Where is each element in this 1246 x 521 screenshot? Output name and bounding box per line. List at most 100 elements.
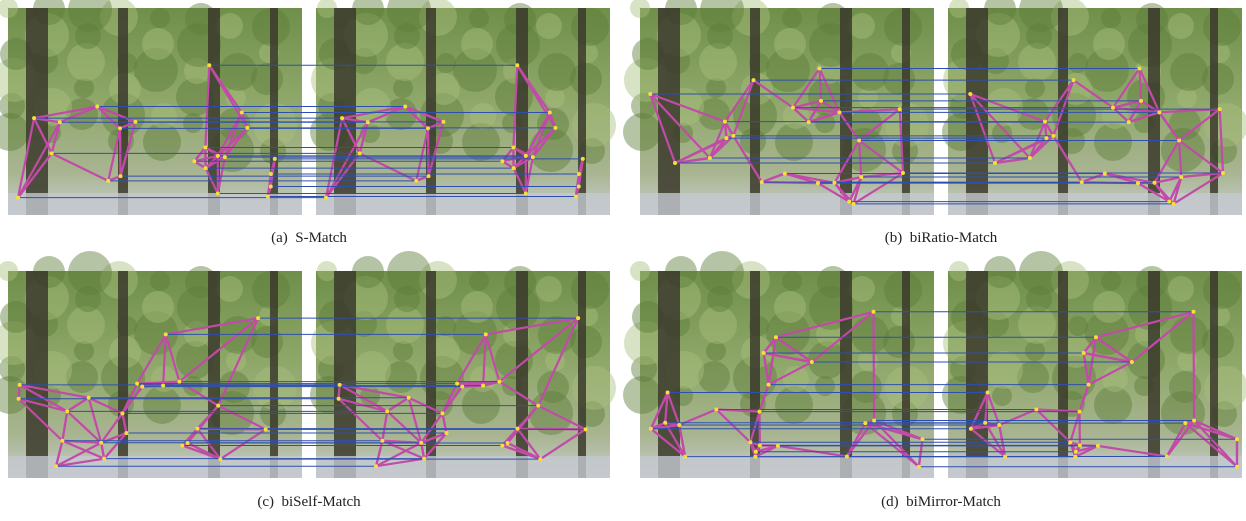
- foliage: [850, 371, 882, 403]
- caption: (a) S-Match: [8, 230, 610, 247]
- keypoint: [266, 194, 270, 198]
- foliage: [849, 276, 875, 302]
- keypoint: [1071, 78, 1075, 82]
- panel-caption: biSelf-Match: [282, 494, 361, 510]
- keypoint: [440, 411, 444, 415]
- keypoint: [207, 63, 211, 67]
- panel-image: [623, 251, 1246, 478]
- foliage: [571, 271, 609, 309]
- keypoint: [758, 410, 762, 414]
- keypoint: [324, 196, 328, 200]
- keypoint: [1165, 454, 1169, 458]
- foliage: [538, 53, 576, 91]
- keypoint: [898, 107, 902, 111]
- foliage: [851, 53, 889, 91]
- keypoint: [577, 185, 581, 189]
- keypoint: [577, 172, 581, 176]
- keypoint: [218, 457, 222, 461]
- keypoint: [776, 444, 780, 448]
- keypoint: [810, 360, 814, 364]
- keypoint: [338, 383, 342, 387]
- ground: [640, 456, 934, 478]
- keypoint: [422, 457, 426, 461]
- keypoint: [1028, 156, 1032, 160]
- foliage: [700, 251, 744, 295]
- edge: [873, 312, 874, 421]
- keypoint: [783, 171, 787, 175]
- panel-label: (d): [881, 494, 899, 510]
- keypoint: [216, 192, 220, 196]
- keypoint: [845, 454, 849, 458]
- keypoint: [1074, 450, 1078, 454]
- keypoint: [269, 172, 273, 176]
- keypoint: [584, 427, 588, 431]
- keypoint: [574, 194, 578, 198]
- ground: [8, 193, 302, 215]
- keypoint: [500, 159, 504, 163]
- keypoint: [1191, 310, 1195, 314]
- keypoint: [673, 161, 677, 165]
- keypoint: [511, 145, 515, 149]
- keypoint: [161, 384, 165, 388]
- keypoint: [819, 99, 823, 103]
- keypoint: [754, 450, 758, 454]
- keypoint: [723, 120, 727, 124]
- foliage: [985, 351, 1023, 389]
- keypoint: [863, 421, 867, 425]
- keypoint: [1130, 360, 1134, 364]
- foliage: [1025, 78, 1045, 98]
- foliage: [1068, 53, 1088, 73]
- foliage: [1093, 291, 1125, 323]
- keypoint: [1192, 418, 1196, 422]
- keypoint: [807, 120, 811, 124]
- keypoint: [380, 439, 384, 443]
- keypoint: [1138, 66, 1142, 70]
- foliage: [217, 13, 243, 39]
- keypoint: [1172, 202, 1176, 206]
- foliage: [352, 256, 384, 288]
- keypoint: [340, 116, 344, 120]
- keypoint: [403, 105, 407, 109]
- keypoint: [1218, 107, 1222, 111]
- keypoint: [506, 441, 510, 445]
- foliage: [74, 341, 94, 361]
- keypoint: [1096, 444, 1100, 448]
- keypoint: [256, 316, 260, 320]
- trunk: [902, 8, 910, 215]
- keypoint: [87, 396, 91, 400]
- keypoint: [1167, 200, 1171, 204]
- keypoint: [816, 181, 820, 185]
- keypoint: [500, 443, 504, 447]
- foliage: [68, 251, 112, 295]
- caption: (c) biSelf-Match: [8, 494, 610, 511]
- foliage: [851, 316, 889, 354]
- caption: (b) biRatio-Match: [640, 230, 1242, 247]
- keypoint: [538, 457, 542, 461]
- foliage: [706, 78, 726, 98]
- panel-label: (a): [271, 230, 288, 246]
- trunk: [902, 271, 910, 478]
- keypoint: [195, 427, 199, 431]
- keypoint: [983, 421, 987, 425]
- keypoint: [714, 407, 718, 411]
- foliage: [436, 316, 456, 336]
- foliage: [217, 276, 243, 302]
- keypoint: [414, 179, 418, 183]
- foliage: [1168, 13, 1194, 39]
- foliage: [706, 341, 726, 361]
- foliage: [150, 8, 170, 28]
- keypoint: [751, 78, 755, 82]
- keypoint: [1136, 181, 1140, 185]
- panel-image: [0, 251, 616, 478]
- foliage: [393, 78, 413, 98]
- keypoint: [762, 351, 766, 355]
- foliage: [470, 103, 496, 129]
- keypoint: [223, 155, 227, 159]
- panel-caption: biRatio-Match: [910, 230, 997, 246]
- trunk: [658, 271, 680, 478]
- caption: (d) biMirror-Match: [640, 494, 1242, 511]
- keypoint: [460, 385, 464, 389]
- foliage: [858, 351, 878, 371]
- trunk: [26, 271, 48, 478]
- foliage: [1019, 251, 1063, 295]
